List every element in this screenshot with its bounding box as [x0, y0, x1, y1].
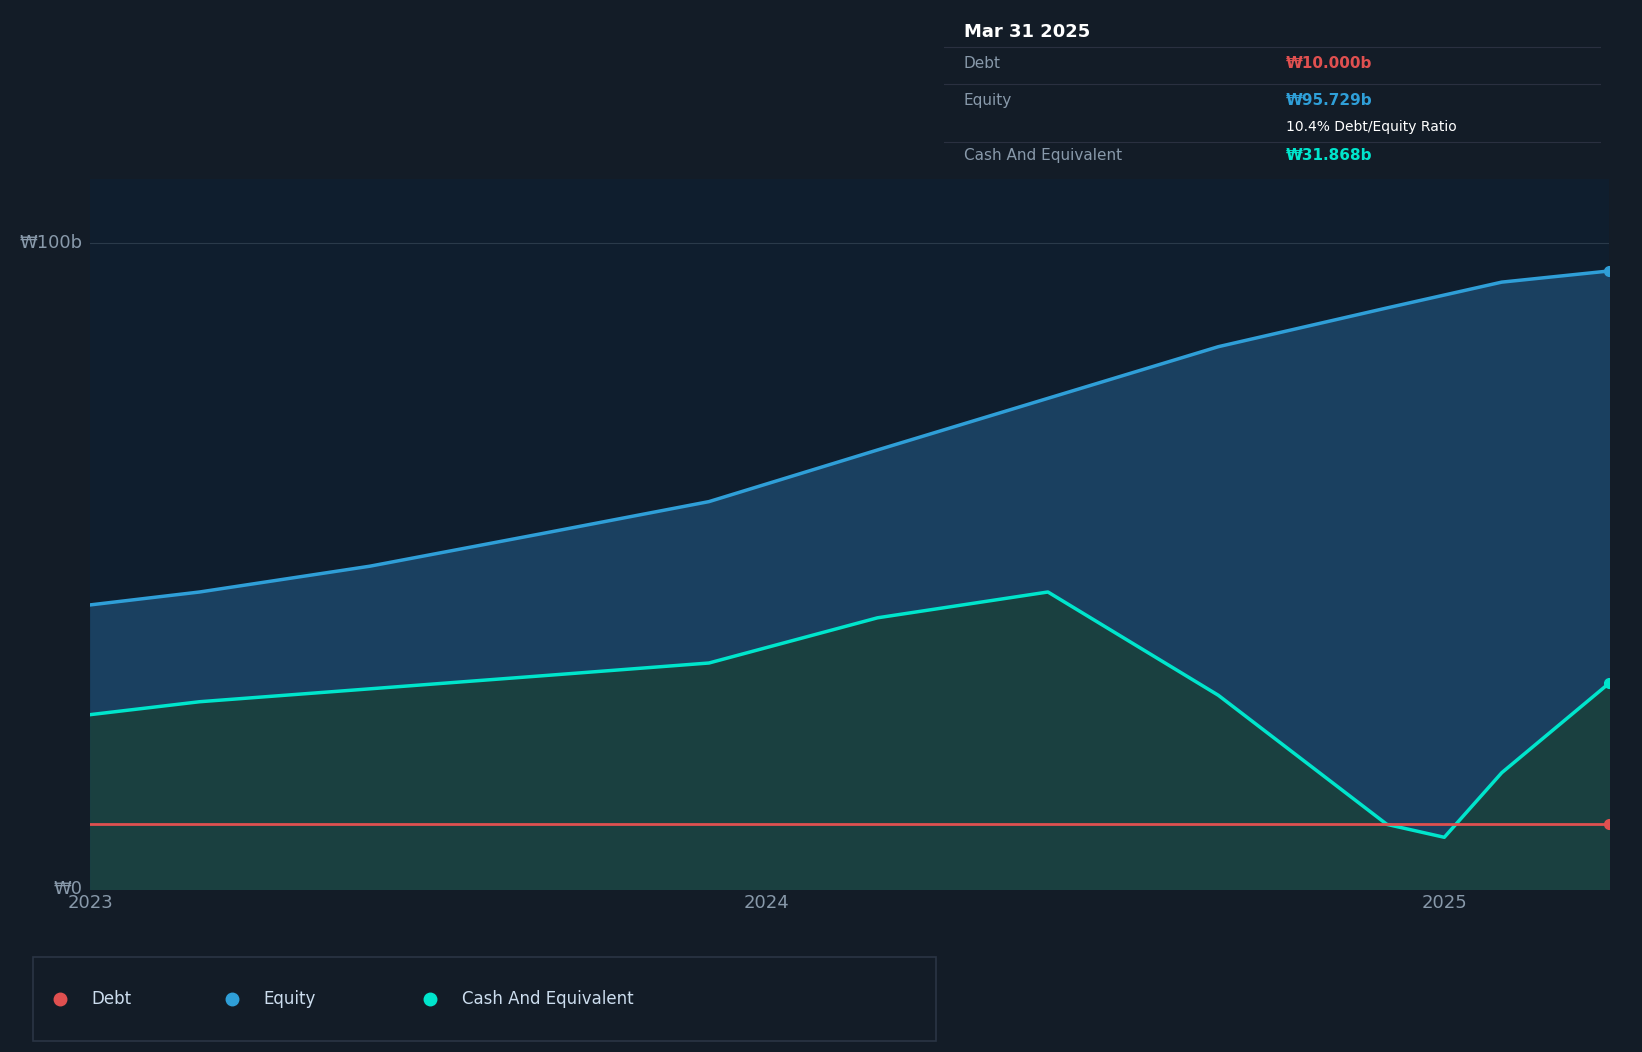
- Text: ₩95.729b: ₩95.729b: [1286, 93, 1373, 108]
- Text: Cash And Equivalent: Cash And Equivalent: [461, 990, 634, 1009]
- Text: Equity: Equity: [964, 93, 1011, 108]
- Text: 10.4% Debt/Equity Ratio: 10.4% Debt/Equity Ratio: [1286, 120, 1456, 135]
- Text: ₩10.000b: ₩10.000b: [1286, 56, 1373, 72]
- Text: Debt: Debt: [92, 990, 131, 1009]
- Text: Debt: Debt: [964, 56, 1002, 72]
- Text: ₩0: ₩0: [54, 879, 82, 898]
- Text: ₩100b: ₩100b: [20, 235, 82, 252]
- Text: Equity: Equity: [263, 990, 315, 1009]
- Text: Cash And Equivalent: Cash And Equivalent: [964, 148, 1121, 163]
- Text: ₩31.868b: ₩31.868b: [1286, 148, 1373, 163]
- Text: Mar 31 2025: Mar 31 2025: [964, 23, 1090, 41]
